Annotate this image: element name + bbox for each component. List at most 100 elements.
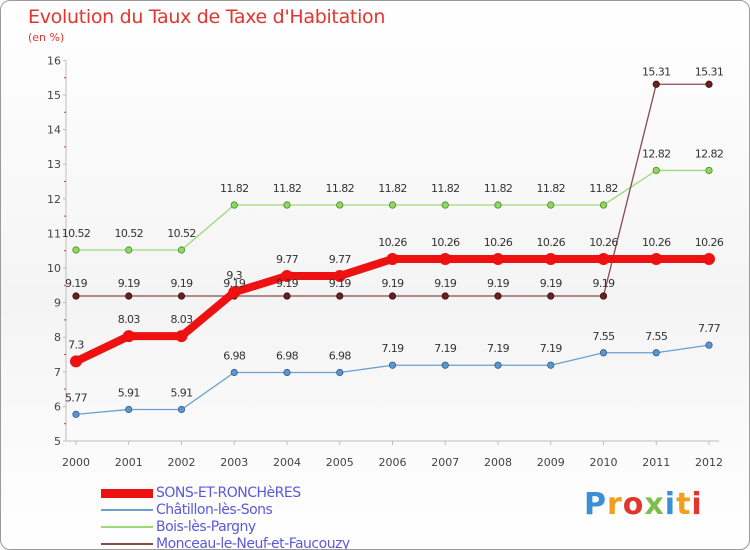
data-point <box>705 341 713 349</box>
legend-swatch <box>101 509 153 511</box>
data-label: 9.19 <box>170 277 193 290</box>
data-label: 10.52 <box>167 227 196 240</box>
data-label: 15.31 <box>642 65 671 78</box>
data-label: 10.52 <box>115 227 144 240</box>
data-point <box>705 166 713 175</box>
data-label: 7.19 <box>540 342 563 355</box>
data-label: 12.82 <box>642 147 671 160</box>
legend-item: SONS-ET-RONCHèRES <box>101 485 421 502</box>
logo-letter: r <box>607 487 623 522</box>
data-point <box>333 269 346 282</box>
logo-letter: t <box>676 487 692 522</box>
data-point <box>547 292 555 300</box>
x-tick-label: 2006 <box>379 456 407 469</box>
data-point <box>650 253 663 266</box>
data-point <box>441 361 449 369</box>
data-label: 10.26 <box>431 236 460 249</box>
x-tick-label: 2001 <box>115 456 143 469</box>
data-label: 12.82 <box>695 147 724 160</box>
data-point <box>230 201 238 209</box>
y-tick-label: 6 <box>54 400 61 413</box>
data-point <box>177 246 186 254</box>
data-label: 8.03 <box>118 313 141 326</box>
data-label: 5.91 <box>118 387 140 400</box>
legend-swatch <box>101 488 153 498</box>
data-point <box>441 292 449 300</box>
data-label: 7.55 <box>592 330 615 343</box>
x-tick-label: 2009 <box>537 456 565 469</box>
x-tick-label: 2002 <box>168 456 196 469</box>
data-label: 6.98 <box>223 349 246 362</box>
data-label: 10.26 <box>484 236 513 249</box>
data-point <box>652 166 660 175</box>
x-tick-label: 2010 <box>590 456 618 469</box>
data-point <box>388 361 397 369</box>
data-point <box>72 292 80 300</box>
data-label: 10.26 <box>589 236 618 249</box>
data-label: 6.98 <box>276 349 299 362</box>
data-point <box>72 246 80 254</box>
y-tick-label: 5 <box>54 435 61 448</box>
y-tick-label: 10 <box>47 262 61 275</box>
data-point <box>597 253 610 266</box>
legend-swatch <box>101 526 153 528</box>
data-label: 6.98 <box>329 349 352 362</box>
data-label: 9.19 <box>276 277 299 290</box>
data-point <box>494 292 502 300</box>
legend-label: SONS-ET-RONCHèRES <box>156 485 301 501</box>
x-tick-label: 2005 <box>326 456 354 469</box>
data-label: 7.55 <box>645 330 668 343</box>
x-tick-label: 2007 <box>431 456 459 469</box>
x-tick-label: 2008 <box>484 456 512 469</box>
legend-label: Châtillon-lès-Sons <box>156 502 273 518</box>
data-label: 11.82 <box>378 182 407 195</box>
chart-legend: SONS-ET-RONCHèRES Châtillon-lès-Sons Bois-… <box>101 485 421 550</box>
data-label: 9.19 <box>381 277 404 290</box>
data-label: 11.82 <box>326 182 355 195</box>
logo-letter: o <box>622 487 645 522</box>
data-point <box>177 405 186 414</box>
data-label: 7.19 <box>381 342 404 355</box>
data-label: 7.77 <box>698 322 721 335</box>
data-label: 9.77 <box>329 253 352 266</box>
data-point <box>703 253 715 266</box>
data-point <box>283 201 291 209</box>
data-point <box>547 201 555 209</box>
data-label: 7.3 <box>68 338 84 351</box>
data-label: 11.82 <box>589 182 618 195</box>
legend-item: Bois-lès-Pargny <box>101 519 421 536</box>
proxiti-logo: Proxiti <box>584 487 703 522</box>
data-label: 15.31 <box>695 65 724 78</box>
x-tick-label: 2003 <box>220 456 248 469</box>
data-point <box>494 361 502 369</box>
data-point <box>388 201 397 209</box>
data-label: 11.82 <box>273 182 302 195</box>
chart-subtitle: (en %) <box>28 31 65 44</box>
data-label: 10.26 <box>695 236 724 249</box>
data-point <box>599 292 608 300</box>
x-tick-label: 2011 <box>642 456 670 469</box>
data-point <box>336 292 344 300</box>
y-tick-label: 9 <box>54 297 61 310</box>
data-point <box>599 349 608 357</box>
legend-label: Monceau-le-Neuf-et-Faucouzy <box>156 536 350 550</box>
logo-letter: P <box>584 487 607 522</box>
data-label: 11.82 <box>537 182 566 195</box>
y-tick-label: 12 <box>47 193 61 206</box>
y-tick-label: 16 <box>47 54 61 67</box>
data-label: 11.82 <box>484 182 513 195</box>
data-point <box>494 201 502 209</box>
data-point <box>336 368 344 377</box>
data-label: 9.19 <box>118 277 141 290</box>
data-point <box>386 253 399 266</box>
data-point <box>125 292 133 300</box>
legend-item: Châtillon-lès-Sons <box>101 502 421 519</box>
data-label: 9.19 <box>540 277 563 290</box>
data-label: 11.82 <box>431 182 460 195</box>
data-point <box>705 80 713 88</box>
data-point <box>652 80 660 88</box>
y-tick-label: 11 <box>47 227 61 240</box>
data-label: 9.19 <box>65 277 88 290</box>
data-label: 10.26 <box>537 236 566 249</box>
